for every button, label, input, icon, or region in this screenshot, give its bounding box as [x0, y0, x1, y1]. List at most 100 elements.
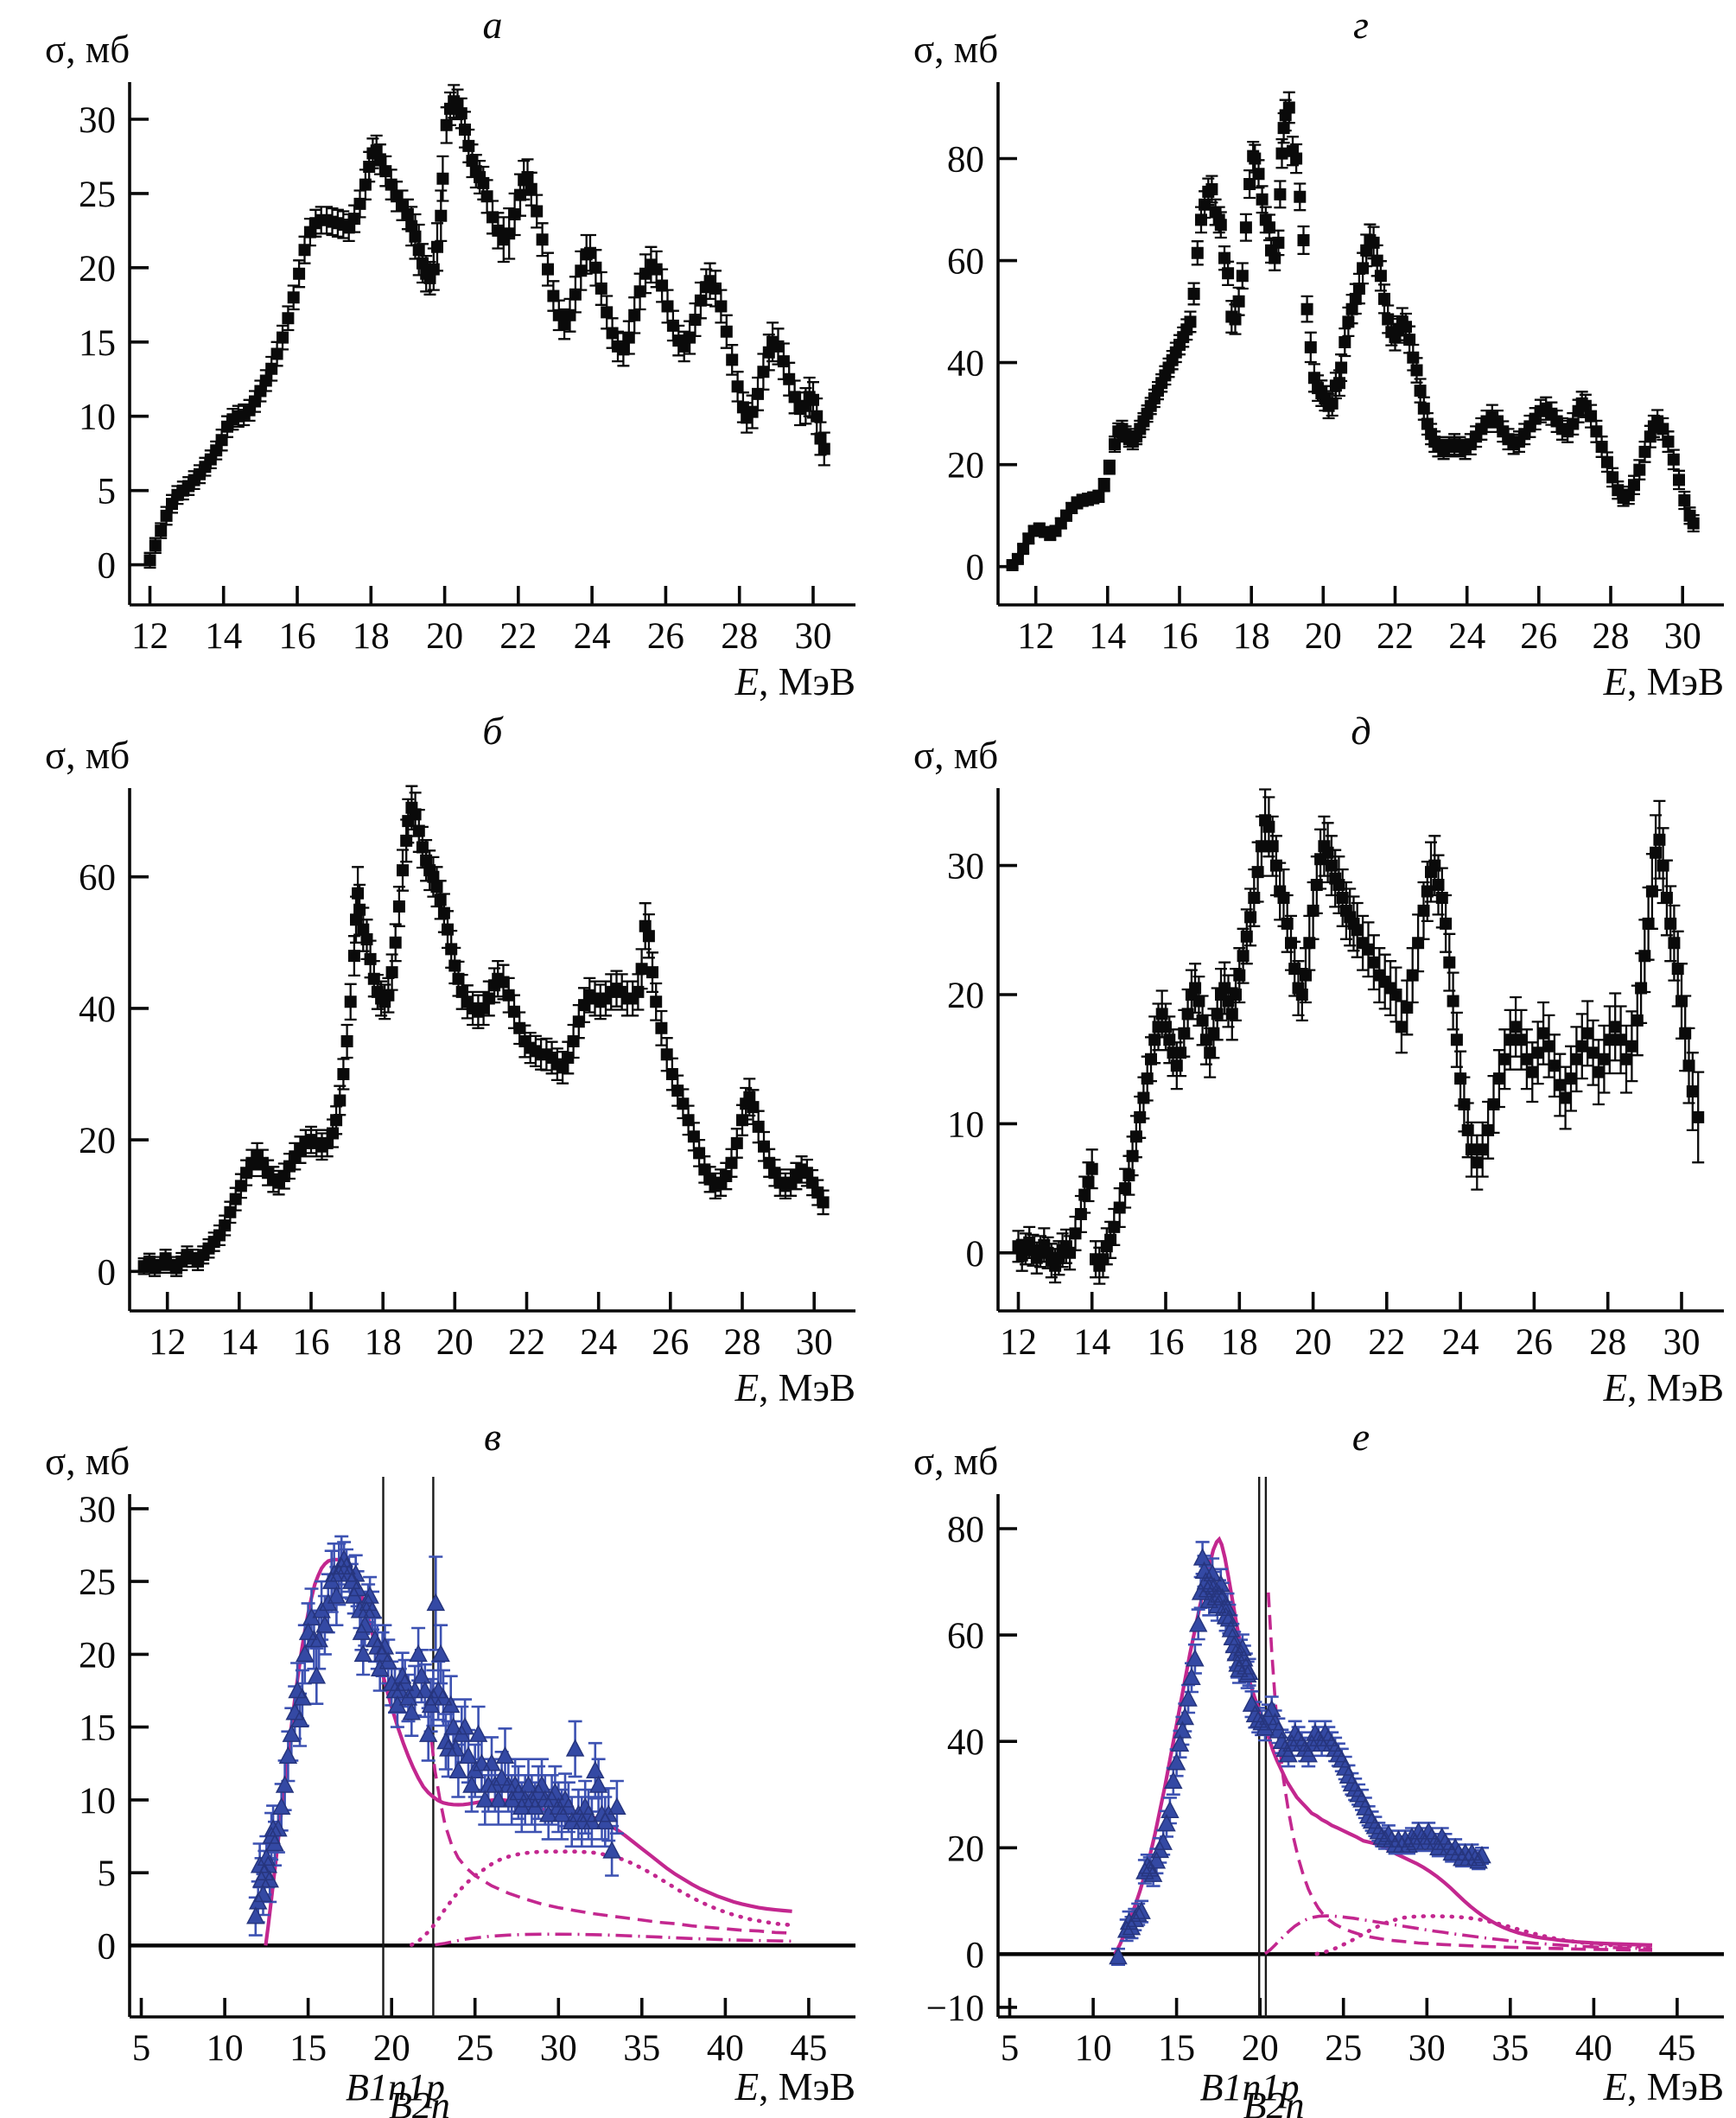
x-tick-label: 30 [795, 616, 832, 657]
y-tick-label: 20 [947, 446, 984, 487]
fit-curve-solid [264, 1557, 792, 1946]
x-axis-label: E, МэВ [734, 660, 855, 703]
y-axis-label: σ, мб [913, 28, 998, 71]
x-tick-label: 18 [365, 1322, 402, 1363]
y-tick-label: 20 [79, 249, 116, 289]
x-tick-marks [139, 1998, 811, 2017]
fit-curve-dash [1267, 1592, 1653, 1952]
panel-g: г σ, мб 12 14 16 18 20 22 24 26 28 30 0 20 40 60 80 E, Мэ… [868, 0, 1736, 706]
x-tick-label: 16 [1148, 1322, 1185, 1363]
x-tick-marks [1008, 1998, 1679, 2017]
x-tick-label: 25 [1325, 2028, 1362, 2069]
y-tick-label: 10 [79, 1781, 116, 1822]
y-tick-label: 30 [79, 100, 116, 141]
x-tick-label: 26 [1520, 616, 1557, 657]
y-tick-label: 0 [966, 1234, 985, 1275]
y-tick-label: 60 [947, 242, 984, 283]
x-axis-label: E, МэВ [734, 1366, 855, 1409]
x-tick-label: 16 [293, 1322, 330, 1363]
x-tick-label: 30 [540, 2028, 577, 2069]
y-tick-marks [130, 1507, 149, 1948]
panel-e: е σ, мб 5 10 15 20 25 30 35 40 45 −10 0 20 40 60 80 E, Мэ… [868, 1412, 1736, 2118]
error-bars [1006, 91, 1700, 569]
x-tick-label: 20 [1305, 616, 1342, 657]
y-tick-marks [130, 875, 149, 1274]
x-axis-label: E, МэВ [1603, 1366, 1724, 1409]
x-tick-label: 12 [1017, 616, 1054, 657]
chart-v: в σ, мб 5 10 15 20 25 30 35 40 45 0 5 10 15 20 25 30 E, Мэ… [45, 1415, 855, 2118]
x-tick-label: 14 [1089, 616, 1126, 657]
y-tick-label: 30 [947, 847, 984, 887]
y-axis-label: σ, мб [913, 734, 998, 777]
x-tick-label: 10 [1075, 2028, 1112, 2069]
y-tick-label: −10 [926, 1988, 984, 2029]
x-axis-label: E, МэВ [1603, 2065, 1724, 2108]
y-tick-label: 25 [79, 175, 116, 215]
x-tick-label: 24 [1442, 1322, 1479, 1363]
x-tick-label: 28 [1589, 1322, 1626, 1363]
panel-letter: е [1352, 1415, 1370, 1459]
panel-letter: в [484, 1415, 501, 1459]
y-tick-label: 80 [947, 140, 984, 181]
chart-g: г σ, мб 12 14 16 18 20 22 24 26 28 30 0 20 40 60 80 E, Мэ… [913, 3, 1724, 703]
x-tick-label: 28 [1593, 616, 1630, 657]
x-tick-label: 5 [132, 2028, 151, 2069]
x-tick-label: 45 [790, 2028, 827, 2069]
data-points-triangles [1109, 1548, 1491, 1965]
chart-e: е σ, мб 5 10 15 20 25 30 35 40 45 −10 0 20 40 60 80 E, Мэ… [913, 1415, 1724, 2118]
y-tick-label: 40 [947, 1722, 984, 1763]
x-axis-label: E, МэВ [1603, 660, 1724, 703]
y-axis-label: σ, мб [913, 1440, 998, 1483]
data-points-triangles [246, 1549, 626, 1924]
y-tick-label: 5 [98, 472, 117, 512]
y-tick-label: 0 [966, 548, 985, 588]
threshold-label: B2n [389, 2084, 450, 2118]
x-tick-label: 20 [436, 1322, 474, 1363]
x-tick-label: 12 [1000, 1322, 1037, 1363]
x-tick-label: 18 [1221, 1322, 1258, 1363]
y-tick-label: 0 [966, 1935, 985, 1975]
x-tick-label: 22 [499, 616, 537, 657]
x-tick-label: 24 [574, 616, 611, 657]
y-tick-label: 20 [947, 1829, 984, 1869]
y-tick-label: 30 [79, 1490, 116, 1530]
x-tick-label: 30 [1663, 1322, 1701, 1363]
y-tick-label: 5 [98, 1854, 117, 1894]
x-tick-label: 30 [796, 1322, 833, 1363]
x-tick-label: 18 [353, 616, 390, 657]
x-tick-marks [1016, 1292, 1683, 1311]
chart-b: б σ, мб 12 14 16 18 20 22 24 26 28 30 0 20 40 60 E, МэВ [45, 709, 855, 1409]
x-tick-label: 35 [623, 2028, 660, 2069]
y-tick-label: 80 [947, 1510, 984, 1550]
x-tick-label: 12 [149, 1322, 186, 1363]
x-tick-label: 24 [1448, 616, 1485, 657]
x-tick-label: 30 [1409, 2028, 1446, 2069]
x-tick-label: 30 [1664, 616, 1701, 657]
x-tick-label: 14 [1073, 1322, 1110, 1363]
panel-a: а σ, мб 12 14 16 18 20 22 24 26 28 30 0 5 10 15 20 25 30 E,… [0, 0, 868, 706]
y-tick-marks [130, 118, 149, 567]
threshold-label: B1n1p [1200, 2066, 1300, 2108]
panel-b: б σ, мб 12 14 16 18 20 22 24 26 28 30 0 20 40 60 E, МэВ [0, 706, 868, 1412]
y-tick-marks [998, 863, 1017, 1255]
fit-curve-dot [410, 1849, 794, 1947]
x-tick-label: 22 [508, 1322, 545, 1363]
x-tick-marks [1033, 586, 1684, 605]
x-tick-label: 15 [1158, 2028, 1195, 2069]
panel-letter: г [1353, 3, 1369, 47]
x-tick-label: 20 [1294, 1322, 1332, 1363]
x-tick-label: 24 [580, 1322, 617, 1363]
y-tick-label: 15 [79, 323, 116, 364]
x-tick-label: 28 [724, 1322, 761, 1363]
panel-d: д σ, мб 12 14 16 18 20 22 24 26 28 30 0 10 20 30 E, МэВ [868, 706, 1736, 1412]
x-tick-label: 26 [1516, 1322, 1553, 1363]
y-tick-label: 40 [947, 344, 984, 385]
x-tick-label: 15 [289, 2028, 327, 2069]
x-tick-label: 25 [456, 2028, 493, 2069]
y-tick-label: 10 [947, 1104, 984, 1145]
y-tick-label: 0 [98, 546, 117, 587]
x-tick-label: 22 [1377, 616, 1414, 657]
x-tick-label: 28 [721, 616, 758, 657]
